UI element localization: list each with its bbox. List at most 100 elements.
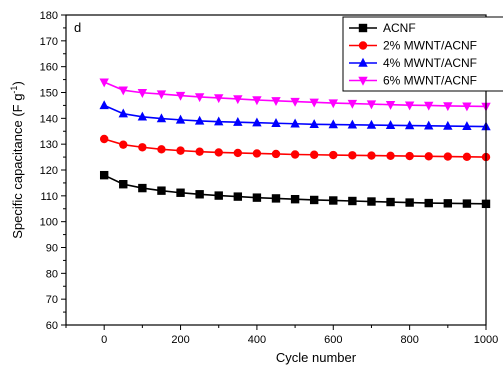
legend: ACNF 2% MWNT/ACNF 4% MWNT/ACNF 6% MWNT/ACNF <box>342 16 503 92</box>
data-point <box>367 151 376 160</box>
data-point <box>404 120 415 130</box>
data-point <box>366 119 377 129</box>
x-tick-label: 800 <box>400 334 418 346</box>
data-point <box>309 119 319 128</box>
data-point <box>214 148 223 157</box>
data-point <box>175 91 186 101</box>
series-2-mwnt-acnf <box>99 134 491 162</box>
data-point <box>252 193 262 202</box>
data-point <box>404 101 415 111</box>
legend-item: ACNF <box>349 21 416 35</box>
data-point <box>290 97 300 107</box>
data-point <box>290 194 300 204</box>
data-point <box>385 100 396 110</box>
data-point <box>271 194 281 203</box>
data-point <box>214 116 224 126</box>
y-tick-label: 80 <box>46 268 58 280</box>
data-point <box>271 97 281 106</box>
legend-item: 6% MWNT/ACNF <box>349 74 477 88</box>
y-tick-label: 130 <box>40 139 58 151</box>
data-point <box>137 89 148 98</box>
axes: 60 70 80 90 100 110 120 130 140 150 160 170 180 0 200 4… <box>40 10 499 346</box>
x-tick-label: 600 <box>324 334 342 346</box>
data-point <box>290 118 300 128</box>
data-point <box>309 195 319 205</box>
data-point <box>424 198 433 208</box>
legend-label: 2% MWNT/ACNF <box>383 39 477 53</box>
data-point <box>424 101 434 111</box>
data-point <box>443 199 453 208</box>
data-point <box>233 95 243 105</box>
data-point <box>156 90 167 100</box>
y-axis-title: Specific capacitance (F g-1) <box>9 81 25 239</box>
data-point <box>348 151 357 160</box>
data-point <box>366 100 377 110</box>
legend-item: 4% MWNT/ACNF <box>349 56 477 70</box>
y-tick-label: 120 <box>40 165 58 177</box>
data-point <box>138 143 147 152</box>
data-point <box>195 190 204 199</box>
data-point <box>194 115 205 125</box>
data-point <box>386 151 395 160</box>
x-tick-label: 1000 <box>474 334 498 346</box>
data-point <box>99 78 109 88</box>
series-layer <box>99 78 491 209</box>
y-tick-label: 140 <box>40 113 58 125</box>
data-point <box>348 196 357 206</box>
plot-frame <box>65 14 487 326</box>
data-point <box>119 140 128 149</box>
series-6-mwnt-acnf <box>99 78 491 112</box>
panel-label: d <box>74 20 81 35</box>
data-point <box>157 145 166 154</box>
y-tick-label: 160 <box>40 62 58 74</box>
data-point <box>347 119 358 129</box>
data-point <box>271 149 281 159</box>
y-axis-title-end: ) <box>10 81 25 85</box>
data-point <box>233 192 243 201</box>
series-4-mwnt-acnf <box>99 100 491 131</box>
x-tick-label: 400 <box>248 334 266 346</box>
data-point <box>176 146 185 155</box>
legend-marker <box>358 23 368 33</box>
legend-label: 4% MWNT/ACNF <box>383 56 477 70</box>
data-point <box>194 93 205 103</box>
y-axis-title-superscript: -1 <box>9 86 19 94</box>
legend-label: ACNF <box>383 21 416 35</box>
data-point <box>405 198 414 207</box>
data-point <box>443 120 453 130</box>
data-point <box>176 188 185 197</box>
data-point <box>157 186 166 195</box>
data-point <box>367 197 376 206</box>
data-point <box>118 108 128 118</box>
y-tick-label: 100 <box>40 217 58 229</box>
data-point <box>138 183 147 193</box>
data-point <box>252 117 262 127</box>
data-point <box>443 152 453 161</box>
data-point <box>424 152 433 161</box>
data-point <box>443 102 453 112</box>
y-tick-label: 150 <box>40 88 58 100</box>
data-point <box>290 150 300 159</box>
data-point <box>462 152 472 162</box>
data-point <box>175 114 186 124</box>
data-point <box>118 86 128 96</box>
data-point <box>252 96 262 106</box>
y-tick-label: 60 <box>46 320 58 332</box>
data-point <box>309 150 319 159</box>
data-point <box>328 119 338 129</box>
data-point <box>385 120 396 130</box>
data-point <box>271 118 281 127</box>
data-point <box>252 149 262 158</box>
legend-item: 2% MWNT/ACNF <box>349 39 477 53</box>
data-point <box>329 196 338 205</box>
series-acnf <box>99 170 491 209</box>
data-point <box>405 151 414 161</box>
data-point <box>347 99 358 109</box>
data-point <box>386 197 395 207</box>
data-point <box>329 150 338 160</box>
data-point <box>462 102 472 112</box>
plot-area-border <box>65 14 487 326</box>
x-tick-label: 0 <box>101 334 107 346</box>
